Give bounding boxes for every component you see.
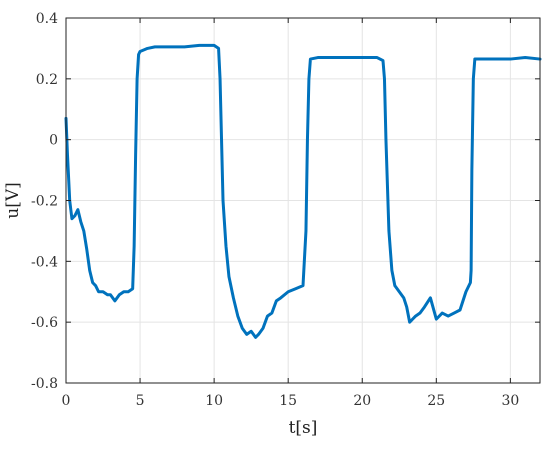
y-tick-label: 0.2 [36, 72, 58, 88]
y-tick-label: -0.4 [31, 254, 58, 270]
x-tick-label: 30 [501, 393, 519, 409]
x-tick-label: 10 [205, 393, 223, 409]
x-tick-label: 20 [353, 393, 371, 409]
x-tick-label: 5 [136, 393, 145, 409]
y-tick-label: 0.4 [36, 11, 58, 27]
y-tick-label: -0.8 [31, 376, 58, 392]
y-tick-label: 0 [49, 133, 58, 149]
x-tick-label: 0 [62, 393, 71, 409]
y-axis-label: u[V] [3, 182, 23, 219]
x-tick-label: 15 [279, 393, 297, 409]
series-line [64, 43, 542, 339]
x-tick-label: 25 [427, 393, 445, 409]
x-axis-label: t[s] [289, 418, 318, 438]
y-tick-label: -0.6 [31, 315, 58, 331]
y-tick-label: -0.2 [31, 194, 58, 210]
ticks: 0 5 10 15 20 25 30 0.4 0.2 0 -0.2 -0.4 -0.6 -0.8 [31, 11, 540, 409]
